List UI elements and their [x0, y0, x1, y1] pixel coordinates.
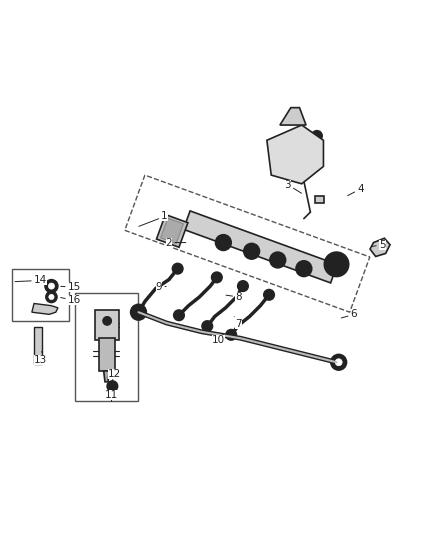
- Circle shape: [226, 329, 237, 340]
- Circle shape: [45, 279, 58, 293]
- Polygon shape: [280, 108, 306, 125]
- Circle shape: [238, 281, 248, 292]
- Circle shape: [173, 263, 183, 274]
- FancyBboxPatch shape: [75, 293, 138, 401]
- Circle shape: [248, 247, 255, 255]
- Text: 14: 14: [15, 276, 47, 286]
- FancyBboxPatch shape: [161, 218, 184, 244]
- Circle shape: [202, 321, 212, 332]
- Circle shape: [300, 265, 308, 272]
- FancyBboxPatch shape: [34, 327, 42, 365]
- Circle shape: [215, 235, 231, 251]
- Circle shape: [174, 310, 184, 320]
- Text: 12: 12: [108, 369, 121, 381]
- Circle shape: [290, 148, 301, 159]
- Text: 5: 5: [372, 240, 385, 250]
- Text: 16: 16: [61, 295, 81, 305]
- Circle shape: [335, 359, 342, 366]
- Text: 8: 8: [226, 292, 242, 302]
- Circle shape: [312, 131, 322, 141]
- Circle shape: [49, 294, 54, 300]
- Circle shape: [284, 142, 306, 164]
- Circle shape: [270, 252, 286, 268]
- Polygon shape: [370, 238, 390, 256]
- Circle shape: [296, 261, 312, 277]
- Circle shape: [131, 304, 146, 320]
- FancyBboxPatch shape: [125, 175, 370, 312]
- Bar: [315, 196, 324, 204]
- Text: 9: 9: [155, 282, 166, 293]
- Text: 13: 13: [34, 351, 47, 365]
- Circle shape: [244, 244, 259, 259]
- FancyBboxPatch shape: [184, 211, 337, 283]
- FancyBboxPatch shape: [12, 269, 69, 321]
- Text: 4: 4: [348, 184, 364, 196]
- Circle shape: [46, 292, 57, 303]
- Circle shape: [132, 308, 143, 318]
- Circle shape: [293, 151, 297, 156]
- Text: 2: 2: [166, 238, 186, 247]
- Text: 15: 15: [61, 282, 81, 293]
- Circle shape: [274, 256, 282, 264]
- Polygon shape: [32, 303, 58, 314]
- Circle shape: [212, 272, 222, 282]
- Circle shape: [110, 384, 115, 389]
- Text: 6: 6: [341, 309, 357, 319]
- FancyBboxPatch shape: [99, 338, 115, 371]
- Polygon shape: [104, 371, 110, 382]
- FancyBboxPatch shape: [156, 214, 188, 247]
- Polygon shape: [267, 125, 323, 184]
- Text: 11: 11: [105, 390, 118, 401]
- Circle shape: [135, 309, 142, 316]
- Text: 7: 7: [234, 317, 242, 329]
- Circle shape: [331, 354, 346, 370]
- Circle shape: [48, 283, 54, 289]
- Circle shape: [103, 317, 112, 325]
- Text: 3: 3: [284, 180, 301, 193]
- Circle shape: [264, 289, 274, 300]
- Circle shape: [219, 239, 227, 246]
- Circle shape: [330, 258, 343, 271]
- Text: 1: 1: [139, 212, 168, 227]
- Text: 10: 10: [212, 334, 225, 345]
- Circle shape: [107, 381, 117, 391]
- Circle shape: [324, 252, 349, 277]
- FancyBboxPatch shape: [95, 310, 119, 341]
